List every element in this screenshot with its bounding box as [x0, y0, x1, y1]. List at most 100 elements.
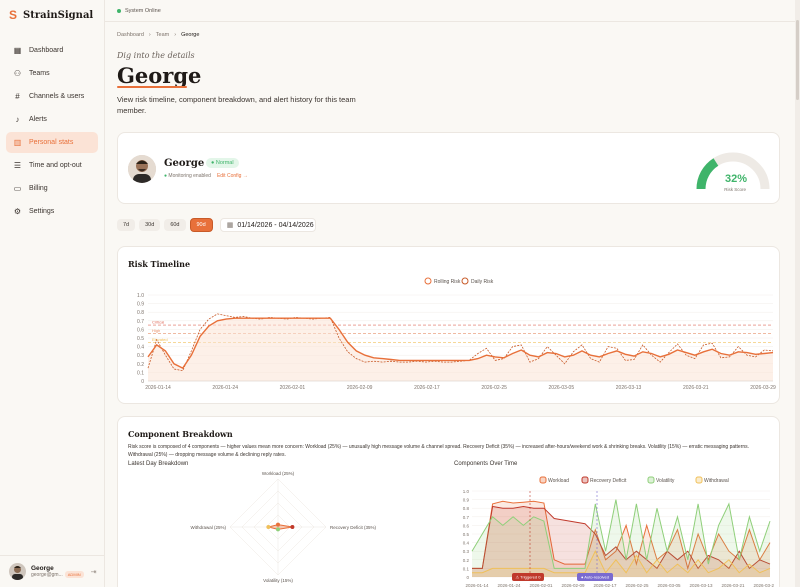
- x-tick-label: 2026-02-01: [280, 385, 306, 391]
- component-breakdown-card: Component Breakdown Risk score is compos…: [117, 416, 780, 587]
- range-30d[interactable]: 30d: [139, 219, 161, 231]
- page-description: View risk timeline, component breakdown,…: [117, 95, 356, 115]
- status-badge: ● Normal: [206, 158, 239, 168]
- edit-config-link[interactable]: Edit Config →: [216, 173, 248, 179]
- page-eyebrow: Dig into the details: [117, 51, 195, 60]
- range-60d[interactable]: 60d: [164, 219, 186, 231]
- app-name: StrainSignal: [23, 9, 94, 21]
- logout-icon[interactable]: ⇥: [90, 568, 97, 576]
- sidebar-nav: ▦ Dashboard ⚇ Teams # Channels & users ♪ Alerts…: [6, 40, 98, 224]
- range-90d[interactable]: 90d: [189, 218, 213, 232]
- logo[interactable]: S StrainSignal: [9, 9, 93, 21]
- crumb-current: George: [181, 32, 200, 38]
- y-tick-label: 0: [141, 379, 144, 385]
- legend-label: Volatility: [656, 478, 675, 484]
- scroll-thumb[interactable]: [796, 20, 799, 100]
- avatar: [128, 155, 156, 183]
- sidebar-item-label: Alerts: [29, 116, 47, 123]
- bell-icon: ♪: [15, 115, 20, 124]
- sidebar-item-personal-stats[interactable]: ▥ Personal stats: [6, 132, 98, 153]
- crumb-team[interactable]: Team: [155, 32, 170, 38]
- sidebar-item-label: Dashboard: [29, 47, 64, 54]
- range-7d[interactable]: 7d: [117, 219, 136, 231]
- sidebar-item-channels-users[interactable]: # Channels & users: [6, 86, 98, 107]
- series-line: [471, 499, 771, 569]
- title-underline: [117, 86, 187, 88]
- threshold-label: Critical: [152, 320, 164, 325]
- system-status: System Online: [117, 8, 161, 14]
- crumb-dashboard[interactable]: Dashboard: [117, 32, 144, 38]
- sidebar-item-billing[interactable]: ▭ Billing: [6, 178, 98, 199]
- risk-score-label: Risk Score: [724, 187, 746, 192]
- sliders-icon: ☰: [13, 161, 22, 170]
- logo-icon: S: [9, 8, 18, 22]
- radar-label: Volatility (15%): [263, 578, 293, 583]
- main-content: System Online Dashboard › Team › George Di…: [105, 0, 800, 587]
- scrollbar[interactable]: [795, 0, 800, 587]
- status-dot-icon: [117, 9, 121, 13]
- y-tick-label: 0.3: [137, 353, 144, 359]
- user-email: george@gm... ADMIN: [31, 571, 84, 578]
- legend-rolling-icon: [424, 277, 432, 285]
- legend-recovery-deficit-icon: [581, 476, 589, 484]
- risk-score-value: 32%: [724, 173, 747, 185]
- sidebar: S StrainSignal ▦ Dashboard ⚇ Teams # Channels…: [0, 0, 105, 587]
- component-title: Component Breakdown: [128, 429, 233, 439]
- radar-point: [290, 525, 295, 529]
- radar-title: Latest Day Breakdown: [128, 461, 189, 467]
- legend-daily-icon: [461, 277, 469, 285]
- x-tick-label: 2026-02-17: [593, 583, 617, 587]
- hash-icon: #: [15, 92, 20, 101]
- legend-workload-icon: [539, 476, 547, 484]
- legend-label: Withdrawal: [704, 478, 729, 484]
- sidebar-item-label: Billing: [29, 185, 48, 192]
- range-selector: 7d 30d 60d 90d ▦ 01/14/2026 - 04/14/2026: [117, 218, 316, 232]
- x-tick-label: 2026-03-05: [657, 583, 681, 587]
- chart-icon: ▥: [13, 138, 22, 147]
- x-tick-label: 2026-03-13: [616, 385, 642, 391]
- x-tick-label: 2026-02-09: [561, 583, 585, 587]
- component-description: Risk score is composed of 4 components —…: [128, 444, 750, 458]
- series-area: [472, 506, 770, 577]
- risk-gauge: [696, 152, 770, 190]
- date-range-picker[interactable]: ▦ 01/14/2026 - 04/14/2026: [219, 218, 316, 232]
- threshold-label: Elevated: [152, 337, 168, 342]
- y-tick-label: 0.5: [463, 532, 470, 537]
- y-tick-label: 0.6: [463, 523, 470, 528]
- radar-point: [276, 527, 280, 532]
- card-icon: ▭: [13, 184, 22, 193]
- risk-timeline-title: Risk Timeline: [128, 259, 191, 269]
- sidebar-item-dashboard[interactable]: ▦ Dashboard: [6, 40, 98, 61]
- sidebar-item-time-and-opt-out[interactable]: ☰ Time and opt-out: [6, 155, 98, 176]
- legend-withdrawal-icon: [695, 476, 703, 484]
- grid-icon: ▦: [13, 46, 22, 55]
- sidebar-item-settings[interactable]: ⚙ Settings: [6, 201, 98, 222]
- radar-point: [266, 525, 271, 529]
- x-tick-label: 2026-03-21: [721, 583, 745, 587]
- sidebar-item-alerts[interactable]: ♪ Alerts: [6, 109, 98, 130]
- x-tick-label: 2026-02-17: [414, 385, 440, 391]
- risk-timeline-chart: Rolling Risk Daily Risk 0 0.1 0.2 0.3 0.4 0.5 0.…: [137, 277, 776, 391]
- x-tick-label: 2026-02-25: [481, 385, 507, 391]
- radar-label: Workload (25%): [262, 471, 295, 476]
- avatar: [9, 563, 26, 580]
- calendar-icon: ▦: [226, 222, 234, 229]
- series-line: [472, 500, 771, 571]
- x-tick-label: 2026-01-14: [145, 385, 171, 391]
- users-icon: ⚇: [13, 69, 22, 78]
- sidebar-item-label: Settings: [29, 208, 55, 215]
- radar-point: [276, 522, 280, 527]
- user-profile[interactable]: George george@gm... ADMIN ⇥: [0, 555, 105, 587]
- y-tick-label: 0.1: [137, 370, 144, 376]
- risk-timeline-card: Risk Timeline Rolling Risk Daily Risk 0 0.1…: [117, 246, 780, 404]
- threshold-label: High: [152, 328, 160, 333]
- rolling-risk-line: [147, 317, 774, 369]
- components-over-time-chart: Workload Recovery Deficit Volatility Withdr…: [463, 476, 774, 587]
- y-tick-label: 0.5: [137, 336, 144, 342]
- gear-icon: ⚙: [13, 207, 22, 216]
- sidebar-item-teams[interactable]: ⚇ Teams: [6, 63, 98, 84]
- x-tick-label: 2026-03-29: [753, 583, 774, 587]
- x-tick-label: 2026-02-09: [347, 385, 373, 391]
- legend-label: Workload: [548, 478, 569, 484]
- page-title: George: [117, 63, 202, 88]
